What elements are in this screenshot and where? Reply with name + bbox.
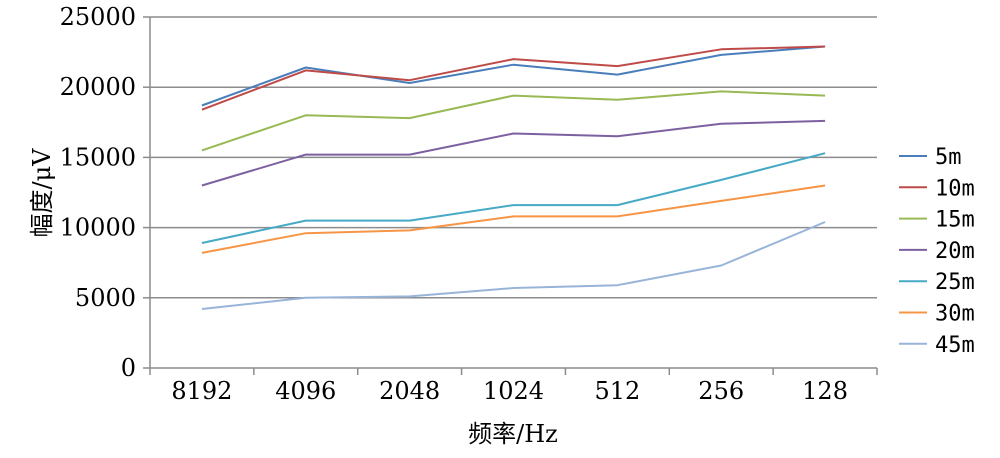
y-tick-label: 0 (121, 354, 136, 382)
x-tick-labels: 8192 4096 2048 1024 512 256 128 (171, 377, 848, 405)
x-tick-label: 4096 (275, 377, 336, 405)
series-lines (201, 45, 826, 310)
legend: 5m 10m 15m 20m 25m 30m 45m (899, 145, 975, 358)
series-line-25m (201, 152, 826, 244)
y-tick-label: 25000 (60, 3, 136, 31)
x-tick-label: 8192 (171, 377, 232, 405)
series-line-45m (201, 221, 826, 310)
axes (143, 16, 878, 375)
y-axis-title: 幅度/μV (28, 148, 56, 238)
y-tick-label: 10000 (60, 214, 136, 242)
y-tick-label: 5000 (75, 284, 136, 312)
series-line-30m (201, 184, 826, 254)
x-tick-label: 128 (802, 377, 848, 405)
legend-label: 20m (935, 239, 975, 264)
legend-label: 45m (935, 333, 975, 358)
series-line-15m (201, 90, 826, 152)
legend-label: 10m (935, 176, 975, 201)
series-line-20m (201, 119, 826, 187)
series-line-5m (201, 45, 826, 107)
legend-label: 5m (935, 145, 962, 170)
x-axis-title: 频率/Hz (468, 420, 558, 448)
series-line-10m (201, 45, 826, 111)
legend-label: 15m (935, 208, 975, 233)
legend-label: 25m (935, 270, 975, 295)
y-tick-labels: 0 5000 10000 15000 20000 25000 (60, 3, 136, 382)
x-tick-label: 512 (594, 377, 640, 405)
x-tick-label: 2048 (379, 377, 440, 405)
y-tick-label: 15000 (60, 143, 136, 171)
y-tick-label: 20000 (60, 73, 136, 101)
x-tick-label: 256 (698, 377, 744, 405)
legend-label: 30m (935, 302, 975, 327)
x-tick-label: 1024 (483, 377, 544, 405)
